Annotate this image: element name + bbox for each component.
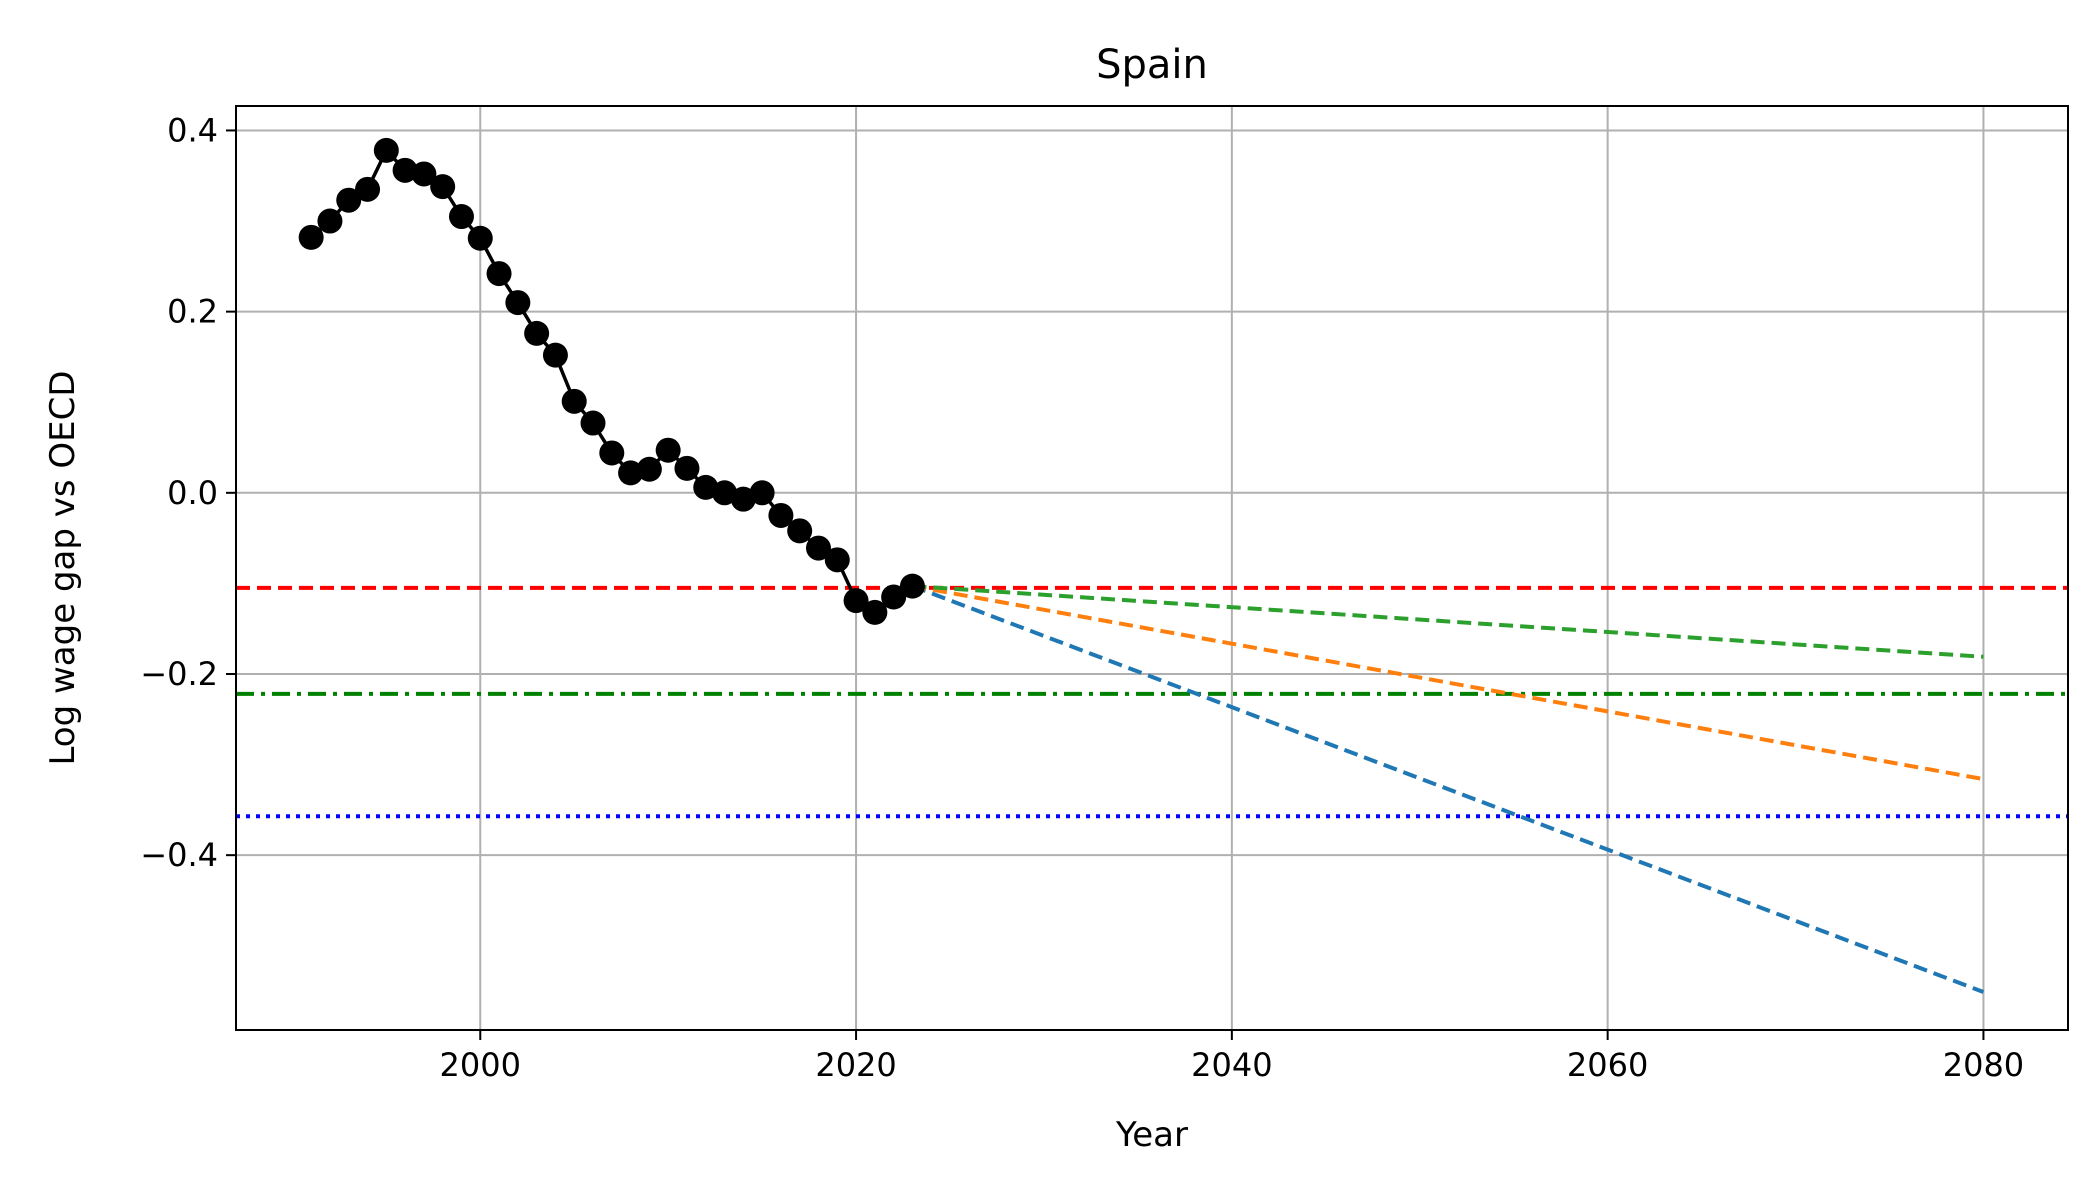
data-point — [787, 518, 813, 544]
data-point — [467, 225, 493, 251]
series-line-3 — [912, 584, 1984, 659]
data-point — [317, 208, 343, 234]
y-tick-label: 0.4 — [167, 111, 218, 149]
data-point — [749, 480, 775, 506]
data-point — [430, 174, 456, 200]
x-tick-label: 2080 — [1943, 1046, 2024, 1084]
y-tick-label: −0.2 — [140, 655, 218, 693]
y-axis-label: Log wage gap vs OECD — [43, 370, 83, 765]
series-line-1 — [911, 584, 1985, 994]
data-point — [655, 437, 681, 463]
data-point — [899, 573, 925, 599]
grid — [236, 106, 2068, 1030]
y-tick-label: 0.2 — [167, 293, 218, 331]
data-point — [486, 261, 512, 287]
x-axis-label: Year — [1115, 1115, 1188, 1155]
data-point — [373, 137, 399, 163]
data-point — [298, 224, 324, 250]
data-point — [805, 535, 831, 561]
data-point — [862, 599, 888, 625]
plot-area — [236, 137, 2068, 994]
y-tick-label: −0.4 — [140, 836, 218, 874]
data-point — [730, 486, 756, 512]
series-line-2 — [912, 584, 1984, 782]
data-point — [768, 502, 794, 528]
data-point — [618, 460, 644, 486]
data-point — [448, 204, 474, 230]
data-point — [636, 456, 662, 482]
x-tick-label: 2000 — [440, 1046, 521, 1084]
y-tick-label: 0.0 — [167, 474, 218, 512]
data-point — [505, 290, 531, 316]
data-point — [524, 320, 550, 346]
data-point — [336, 187, 362, 213]
ticks: 2000 2020 2040 2060 2080 0.4 0.2 0.0 −0.2 −0.4 — [140, 111, 2024, 1084]
x-tick-label: 2020 — [815, 1046, 896, 1084]
data-point — [392, 157, 418, 183]
data-point — [824, 547, 850, 573]
x-tick-label: 2040 — [1191, 1046, 1272, 1084]
data-point — [411, 161, 437, 187]
x-tick-label: 2060 — [1567, 1046, 1648, 1084]
data-point — [843, 588, 869, 614]
data-point — [674, 455, 700, 481]
data-point — [542, 342, 568, 368]
axes-frame — [235, 105, 2069, 1031]
data-point — [693, 474, 719, 500]
data-point — [561, 388, 587, 414]
chart-title: Spain — [1096, 42, 1208, 88]
data-point — [712, 480, 738, 506]
data-point — [355, 176, 381, 202]
data-point — [881, 584, 907, 610]
data-point — [599, 440, 625, 466]
data-point — [580, 410, 606, 436]
